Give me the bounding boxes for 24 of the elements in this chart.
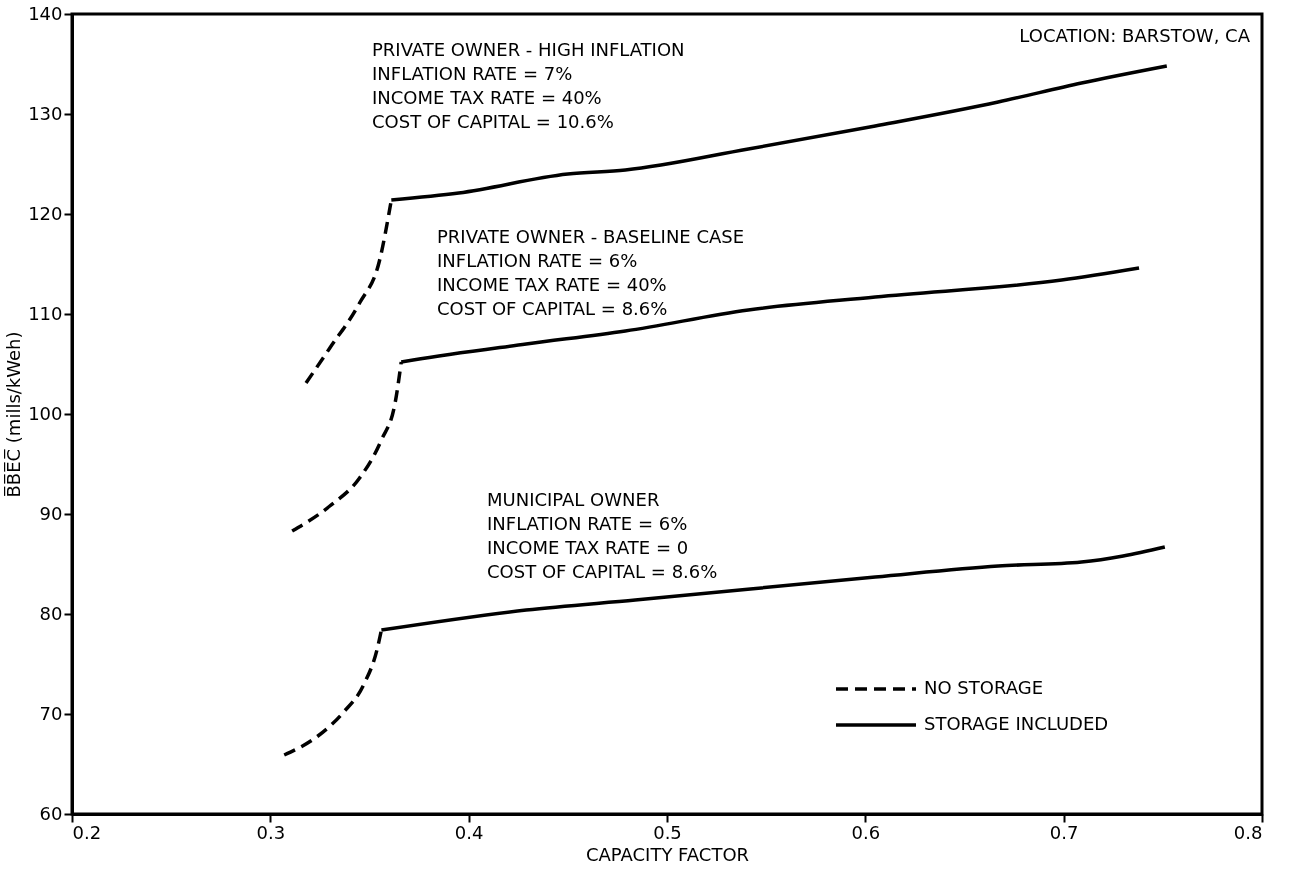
legend-label: NO STORAGE xyxy=(924,677,1044,698)
x-axis-title: CAPACITY FACTOR xyxy=(585,843,750,865)
x-tick-label: 0.6 xyxy=(851,821,881,843)
x-tick-label: 0.5 xyxy=(653,821,682,843)
annotation: PRIVATE OWNER - HIGH INFLATION INFLATION RATE = 7% INCOME TAX RATE = 40% COST OF CAPITAL = 10.6% xyxy=(372,39,685,132)
y-axis-title: B̅B̅E̅C̅ (mills/kWeh) xyxy=(2,331,25,498)
y-tick-label: 90 xyxy=(39,502,63,524)
annotation: LOCATION: BARSTOW, CA xyxy=(1019,25,1251,46)
x-tick-label: 0.2 xyxy=(72,821,102,843)
annotation: PRIVATE OWNER - BASELINE CASE INFLATION RATE = 6% INCOME TAX RATE = 40% COST OF CAPITAL = 8.6% xyxy=(437,226,745,319)
x-tick-label: 0.3 xyxy=(256,821,286,843)
y-tick-label: 130 xyxy=(28,102,63,124)
x-tick-label: 0.8 xyxy=(1233,821,1263,843)
x-tick-label: 0.7 xyxy=(1049,821,1079,843)
y-tick-label: 70 xyxy=(39,702,63,724)
x-tick-label: 0.4 xyxy=(454,821,484,843)
y-tick-label: 110 xyxy=(28,302,63,324)
annotation: MUNICIPAL OWNER INFLATION RATE = 6% INCOME TAX RATE = 0 COST OF CAPITAL = 8.6% xyxy=(487,489,718,582)
y-tick-label: 60 xyxy=(39,802,63,824)
legend-label: STORAGE INCLUDED xyxy=(924,713,1109,734)
y-tick-label: 80 xyxy=(39,602,63,624)
y-tick-label: 120 xyxy=(28,202,63,224)
y-tick-label: 140 xyxy=(28,2,63,24)
y-tick-label: 100 xyxy=(28,402,63,424)
